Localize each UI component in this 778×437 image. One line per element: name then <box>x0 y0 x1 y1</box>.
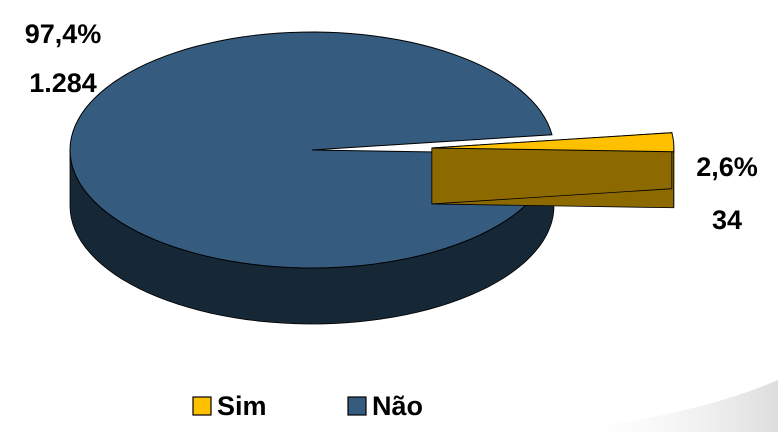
data-label-count-sim: 34 <box>712 205 742 235</box>
pie-slice-sim <box>432 133 674 208</box>
legend-label-sim: Sim <box>217 391 267 421</box>
decorative-swoosh <box>560 380 778 432</box>
legend-swatch-n-o <box>348 397 366 415</box>
pie-slices <box>70 32 674 324</box>
data-label-percent-sim: 2,6% <box>696 152 758 182</box>
legend: Sim Não <box>193 391 423 421</box>
legend-swatch-sim <box>193 397 211 415</box>
legend-label-n-o: Não <box>372 391 423 421</box>
data-label-count-n-o: 1.284 <box>29 68 97 98</box>
data-label-percent-n-o: 97,4% <box>25 19 102 49</box>
